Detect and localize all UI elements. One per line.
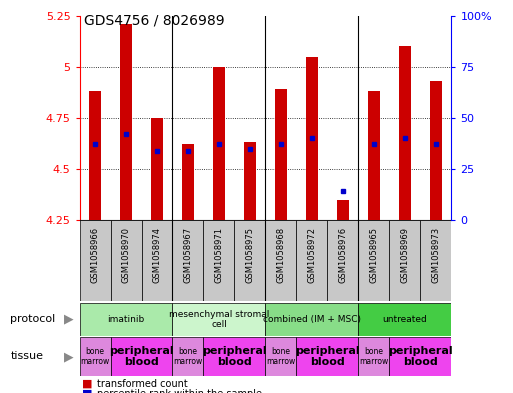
Bar: [110, 220, 142, 301]
Text: untreated: untreated: [383, 315, 427, 324]
Text: mesenchymal stromal
cell: mesenchymal stromal cell: [169, 310, 269, 329]
Text: protocol: protocol: [10, 314, 55, 324]
Text: combined (IM + MSC): combined (IM + MSC): [263, 315, 361, 324]
Bar: [142, 220, 172, 301]
Bar: [172, 220, 204, 301]
Text: GSM1058971: GSM1058971: [214, 226, 224, 283]
Text: GSM1058965: GSM1058965: [369, 226, 379, 283]
Bar: [172, 303, 265, 336]
Text: tissue: tissue: [10, 351, 43, 362]
Text: GSM1058975: GSM1058975: [246, 226, 254, 283]
Bar: [244, 142, 256, 220]
Bar: [89, 91, 101, 220]
Bar: [120, 24, 132, 220]
Text: GSM1058976: GSM1058976: [339, 226, 347, 283]
Text: GSM1058973: GSM1058973: [431, 226, 441, 283]
Bar: [337, 200, 349, 220]
Bar: [234, 220, 265, 301]
Bar: [297, 220, 327, 301]
Bar: [297, 337, 359, 376]
Text: ▶: ▶: [65, 313, 74, 326]
Text: peripheral
blood: peripheral blood: [202, 346, 267, 367]
Text: bone
marrow: bone marrow: [359, 347, 388, 366]
Text: ■: ■: [82, 379, 92, 389]
Bar: [151, 118, 163, 220]
Text: peripheral
blood: peripheral blood: [388, 346, 453, 367]
Bar: [80, 337, 110, 376]
Bar: [204, 337, 266, 376]
Bar: [110, 337, 172, 376]
Text: ▶: ▶: [65, 350, 74, 363]
Text: GSM1058967: GSM1058967: [184, 226, 192, 283]
Text: bone
marrow: bone marrow: [173, 347, 203, 366]
Text: GSM1058966: GSM1058966: [90, 226, 100, 283]
Text: GSM1058968: GSM1058968: [277, 226, 285, 283]
Bar: [204, 220, 234, 301]
Bar: [359, 220, 389, 301]
Bar: [275, 89, 287, 220]
Bar: [265, 220, 297, 301]
Bar: [182, 145, 194, 220]
Bar: [327, 220, 359, 301]
Bar: [359, 337, 389, 376]
Text: GSM1058972: GSM1058972: [307, 226, 317, 283]
Bar: [306, 57, 318, 220]
Text: bone
marrow: bone marrow: [81, 347, 110, 366]
Bar: [213, 67, 225, 220]
Text: peripheral
blood: peripheral blood: [109, 346, 174, 367]
Text: transformed count: transformed count: [97, 379, 188, 389]
Text: ■: ■: [82, 389, 92, 393]
Bar: [265, 337, 297, 376]
Bar: [430, 81, 442, 220]
Text: imatinib: imatinib: [107, 315, 145, 324]
Bar: [399, 46, 411, 220]
Text: percentile rank within the sample: percentile rank within the sample: [97, 389, 263, 393]
Text: GSM1058970: GSM1058970: [122, 226, 130, 283]
Bar: [421, 220, 451, 301]
Bar: [265, 303, 359, 336]
Bar: [80, 303, 172, 336]
Bar: [389, 337, 451, 376]
Bar: [172, 337, 204, 376]
Text: peripheral
blood: peripheral blood: [295, 346, 360, 367]
Text: GSM1058969: GSM1058969: [401, 226, 409, 283]
Bar: [359, 303, 451, 336]
Text: GSM1058974: GSM1058974: [152, 226, 162, 283]
Bar: [80, 220, 110, 301]
Text: bone
marrow: bone marrow: [266, 347, 295, 366]
Text: GDS4756 / 8026989: GDS4756 / 8026989: [84, 14, 224, 28]
Bar: [368, 91, 380, 220]
Bar: [389, 220, 421, 301]
